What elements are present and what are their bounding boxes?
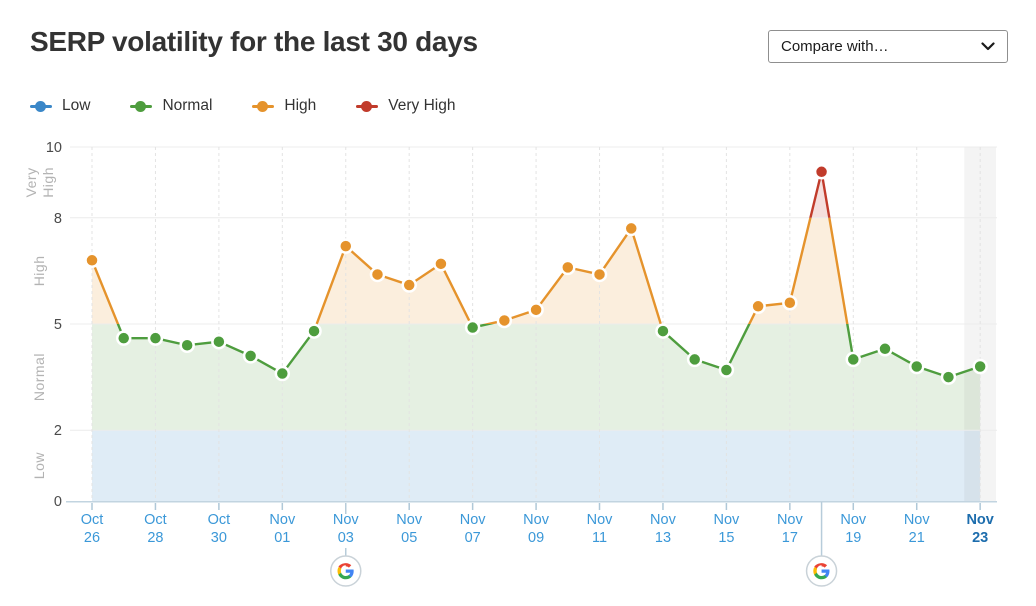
data-point[interactable] — [750, 298, 766, 315]
x-axis-date-label[interactable]: Nov 15 — [714, 512, 741, 546]
x-axis-date-label[interactable]: Oct 30 — [208, 512, 231, 546]
y-axis-tick-label: 2 — [54, 423, 62, 439]
data-point[interactable] — [686, 351, 703, 368]
data-point[interactable] — [591, 266, 608, 283]
legend-label: Low — [62, 97, 91, 114]
y-axis-tick-label: 0 — [54, 494, 62, 510]
zone-label: Normal — [31, 353, 47, 401]
x-axis-date-label[interactable]: Nov 11 — [587, 512, 614, 546]
data-point[interactable] — [84, 252, 100, 269]
data-point[interactable] — [623, 220, 639, 237]
compare-with-dropdown[interactable]: Compare with… — [768, 30, 1008, 63]
data-point[interactable] — [940, 369, 957, 385]
data-point[interactable] — [528, 302, 544, 318]
x-axis-date-label[interactable]: Nov 13 — [650, 512, 677, 546]
x-axis-date-label[interactable]: Nov 09 — [523, 512, 550, 546]
data-point[interactable] — [908, 358, 925, 375]
data-point[interactable] — [782, 295, 798, 311]
data-point[interactable] — [718, 362, 735, 378]
y-axis-tick-label: 5 — [54, 317, 62, 333]
zone-label: High — [31, 256, 47, 287]
volatility-line — [116, 324, 982, 379]
google-g-logo-icon — [337, 563, 354, 580]
x-axis-date-label[interactable]: Nov 21 — [904, 512, 931, 546]
chart-legend: Low Normal High Very High — [30, 97, 455, 115]
data-point[interactable] — [464, 319, 481, 336]
data-point[interactable] — [306, 323, 322, 339]
data-point[interactable] — [211, 333, 227, 350]
data-point[interactable] — [147, 330, 164, 346]
page-title: SERP volatility for the last 30 days — [30, 26, 478, 57]
data-point[interactable] — [655, 323, 671, 339]
x-axis-date-label[interactable]: Nov 17 — [777, 512, 804, 546]
x-axis-date-label[interactable]: Oct 28 — [144, 512, 167, 546]
data-point[interactable] — [401, 277, 417, 293]
legend-marker-normal — [130, 100, 153, 112]
x-axis-date-label[interactable]: Nov 19 — [840, 512, 867, 546]
data-point[interactable] — [813, 164, 830, 180]
data-point[interactable] — [496, 312, 513, 329]
x-axis-date-label[interactable]: Oct 26 — [81, 512, 104, 546]
x-axis-date-label[interactable]: Nov 01 — [269, 512, 296, 546]
data-point[interactable] — [242, 348, 259, 364]
x-axis-date-label[interactable]: Nov 07 — [460, 512, 487, 546]
legend-marker-high — [252, 100, 275, 112]
x-axis-date-label[interactable]: Nov 05 — [396, 512, 423, 546]
google-g-logo-icon — [813, 563, 830, 580]
x-axis-date-label[interactable]: Nov 23 — [966, 512, 993, 546]
x-axis-date-label[interactable]: Nov 03 — [333, 512, 360, 546]
zone-label: Very — [23, 167, 39, 197]
compare-with-dropdown-label: Compare with… — [781, 38, 889, 55]
legend-item-normal[interactable]: Normal — [130, 97, 212, 115]
zone-label: High — [40, 167, 56, 198]
y-axis-tick-label: 10 — [46, 140, 62, 156]
area-fill-high — [92, 217, 848, 324]
legend-label: Normal — [162, 97, 213, 114]
legend-label: Very High — [388, 97, 456, 114]
volatility-chart: Oct 26 Oct 28 Oct 30 Nov 01 Nov 03 Nov 05 Nov 07 Nov 09… — [23, 140, 997, 587]
legend-item-very-high[interactable]: Very High — [356, 97, 455, 115]
area-fill-very-high — [810, 171, 830, 218]
data-point[interactable] — [338, 238, 354, 254]
data-point[interactable] — [972, 358, 988, 375]
data-point[interactable] — [560, 259, 576, 276]
y-axis-tick-label: 8 — [54, 211, 62, 227]
data-point[interactable] — [433, 256, 449, 272]
legend-item-high[interactable]: High — [252, 97, 316, 115]
legend-marker-low — [30, 100, 52, 112]
data-point[interactable] — [845, 351, 862, 368]
legend-label: High — [284, 97, 317, 114]
data-point[interactable] — [369, 266, 386, 283]
legend-item-low[interactable]: Low — [30, 97, 90, 115]
zone-label: Low — [31, 452, 47, 480]
data-point[interactable] — [115, 330, 132, 346]
data-point[interactable] — [877, 341, 893, 357]
data-point[interactable] — [179, 337, 195, 353]
chevron-down-icon — [981, 42, 995, 51]
legend-marker-very-high — [356, 100, 379, 112]
google-update-icon[interactable] — [805, 502, 838, 587]
google-update-icon[interactable] — [330, 503, 362, 587]
data-point[interactable] — [274, 365, 291, 382]
